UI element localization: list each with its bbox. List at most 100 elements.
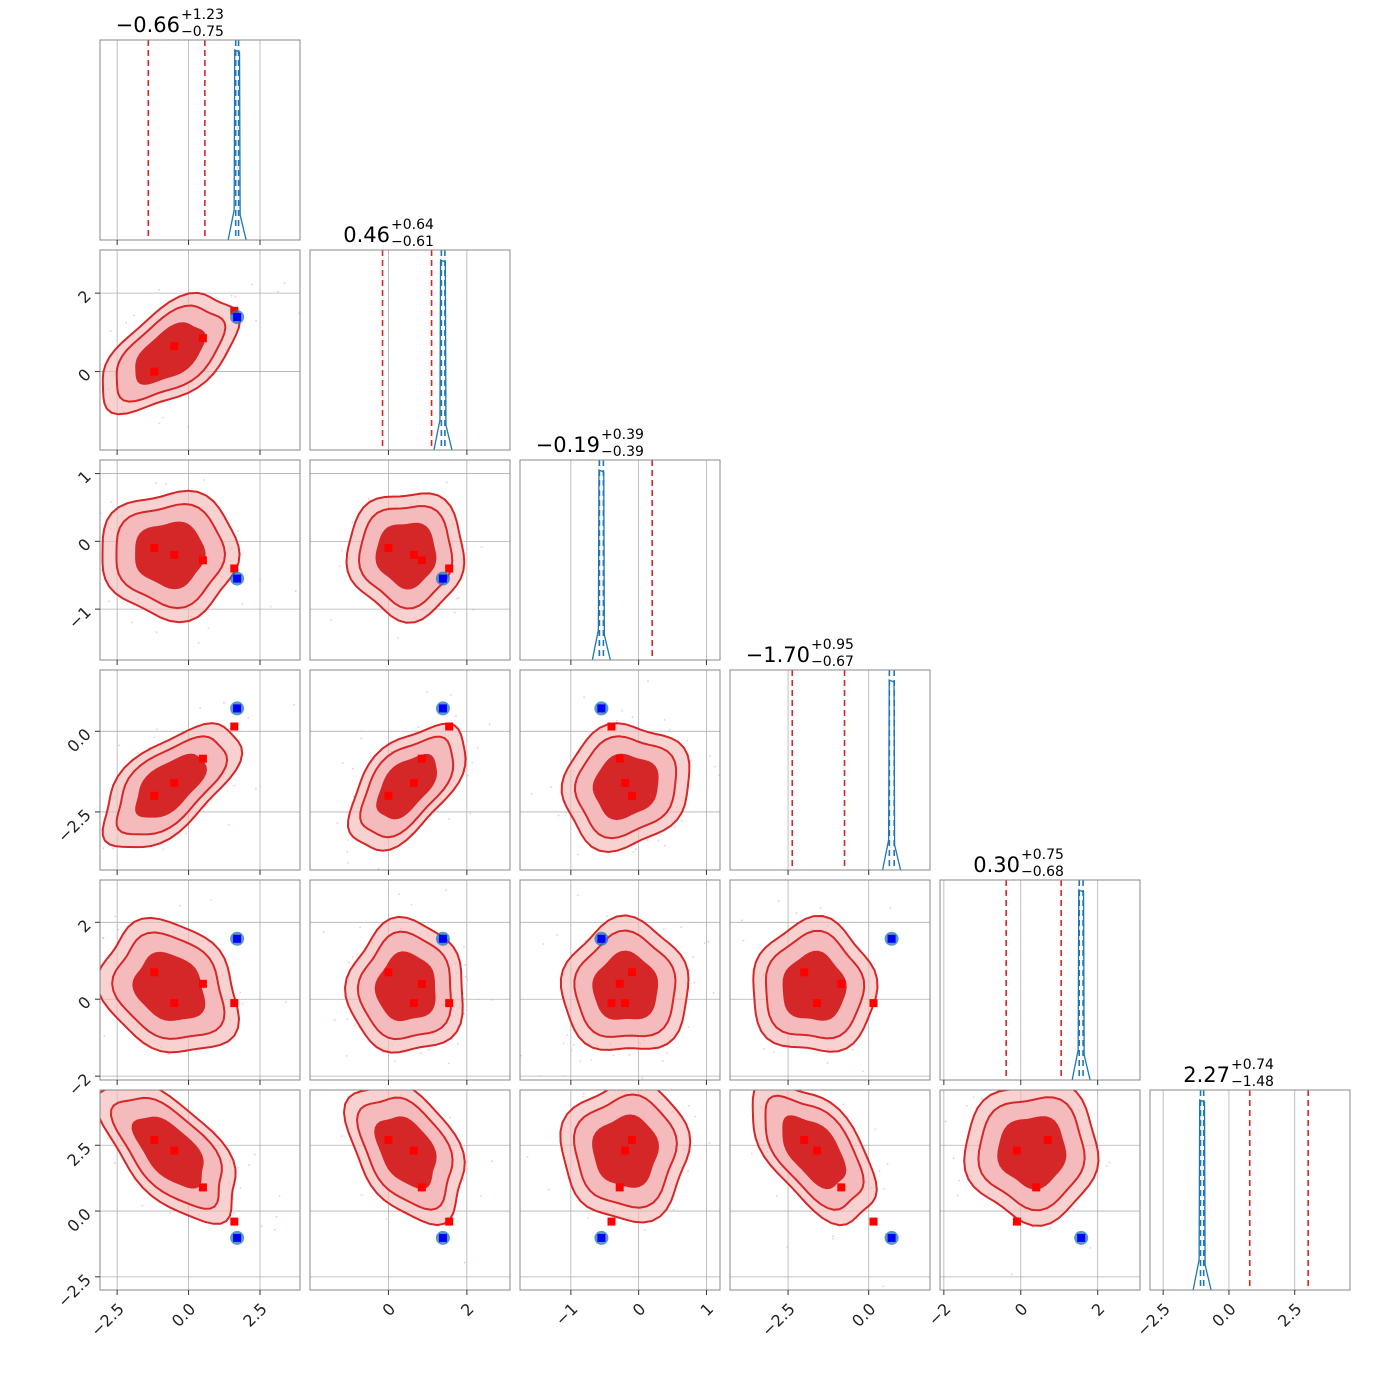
x-tick-label: 2 [457, 1299, 478, 1320]
scatter-point [445, 481, 448, 484]
scatter-point [455, 715, 457, 717]
scatter-point [47, 1106, 49, 1108]
marker-a [170, 1146, 179, 1155]
marker-a [837, 1183, 846, 1192]
x-tick-label: −2.5 [1133, 1299, 1174, 1340]
panel-frame [519, 879, 721, 1081]
scatter-panel-5-4 [939, 1057, 1141, 1295]
scatter-point [680, 926, 683, 928]
scatter-point [253, 1153, 256, 1156]
scatter-point [66, 1100, 68, 1102]
marker-a [170, 342, 179, 351]
panel-body [94, 670, 300, 870]
panel-frame [309, 1089, 511, 1291]
x-tick-label: 0 [379, 1299, 400, 1320]
scatter-point [562, 1075, 565, 1077]
panel-title-minus: −0.67 [811, 654, 854, 670]
panel-body [520, 880, 720, 1080]
scatter-point [786, 1246, 789, 1248]
panel-body [310, 670, 510, 870]
scatter-point [102, 847, 105, 850]
marker-a [627, 968, 636, 977]
scatter-point [372, 1084, 374, 1086]
histogram-panel-0 [99, 39, 301, 245]
scatter-point [688, 1104, 690, 1107]
scatter-point [247, 717, 250, 719]
scatter-point [547, 1188, 550, 1191]
scatter-point [1108, 1161, 1111, 1164]
histogram-b-4 [1071, 889, 1091, 1080]
scatter-point [94, 403, 96, 405]
scatter-point [842, 1103, 845, 1106]
panel-body [94, 250, 300, 450]
scatter-point [763, 1048, 766, 1050]
scatter-point [153, 736, 156, 739]
scatter-point [125, 321, 128, 324]
panel-title-plus: +0.95 [811, 637, 854, 653]
panel-frame [99, 249, 301, 451]
scatter-point [883, 1188, 886, 1190]
scatter-point [579, 1060, 582, 1063]
marker-a [621, 778, 630, 787]
panel-title-minus: −0.39 [601, 444, 644, 460]
scatter-point [95, 994, 97, 996]
marker-a [384, 968, 393, 977]
scatter-point [199, 706, 202, 709]
scatter-point [954, 1057, 956, 1059]
scatter-point [348, 961, 350, 964]
scatter-point [628, 1054, 631, 1056]
scatter-point [663, 719, 666, 721]
scatter-point [687, 1170, 689, 1172]
panel-body [730, 880, 930, 1080]
scatter-point [944, 1120, 947, 1123]
scatter-point [1020, 1088, 1022, 1090]
scatter-point [239, 991, 242, 994]
scatter-point [273, 1228, 276, 1231]
scatter-point [641, 1077, 644, 1080]
scatter-point [112, 847, 115, 850]
marker-a [627, 791, 636, 800]
scatter-panel-2-1 [309, 459, 511, 665]
marker-a [198, 754, 207, 763]
scatter-panel-3-1 [309, 669, 511, 875]
scatter-point [410, 903, 413, 906]
scatter-point [158, 289, 161, 291]
marker-a [1032, 1183, 1041, 1192]
scatter-point [1005, 1087, 1007, 1089]
scatter-point [95, 363, 97, 365]
scatter-point [377, 868, 380, 870]
marker-a [1012, 1146, 1021, 1155]
scatter-point [1071, 1069, 1073, 1071]
scatter-point [94, 815, 96, 817]
panel-body [520, 670, 720, 870]
scatter-point [405, 1081, 407, 1083]
scatter-point [275, 1215, 278, 1218]
scatter-point [448, 818, 450, 820]
marker-a [409, 550, 418, 559]
scatter-point [664, 844, 666, 847]
scatter-point [210, 899, 212, 901]
marker-a [607, 1217, 616, 1226]
scatter-point [108, 600, 110, 603]
scatter-point [394, 1060, 396, 1063]
scatter-point [164, 877, 166, 879]
scatter-point [631, 716, 634, 718]
scatter-point [590, 1059, 593, 1061]
scatter-point [980, 1097, 983, 1100]
scatter-point [449, 694, 452, 696]
panel-body [940, 1057, 1140, 1290]
scatter-point [466, 774, 469, 777]
panel-frame [519, 459, 721, 661]
scatter-point [794, 1084, 796, 1086]
scatter-point [70, 497, 72, 499]
scatter-point [692, 956, 694, 959]
scatter-point [236, 1139, 238, 1141]
scatter-point [83, 1122, 85, 1124]
scatter-point [241, 602, 244, 605]
scatter-point [156, 728, 159, 731]
x-tick-label: −1 [551, 1299, 581, 1329]
marker-a [409, 999, 418, 1008]
panel-frame [939, 1089, 1141, 1291]
x-tick-label: 0.0 [848, 1299, 879, 1330]
panel-title-plus: +0.39 [601, 427, 644, 443]
